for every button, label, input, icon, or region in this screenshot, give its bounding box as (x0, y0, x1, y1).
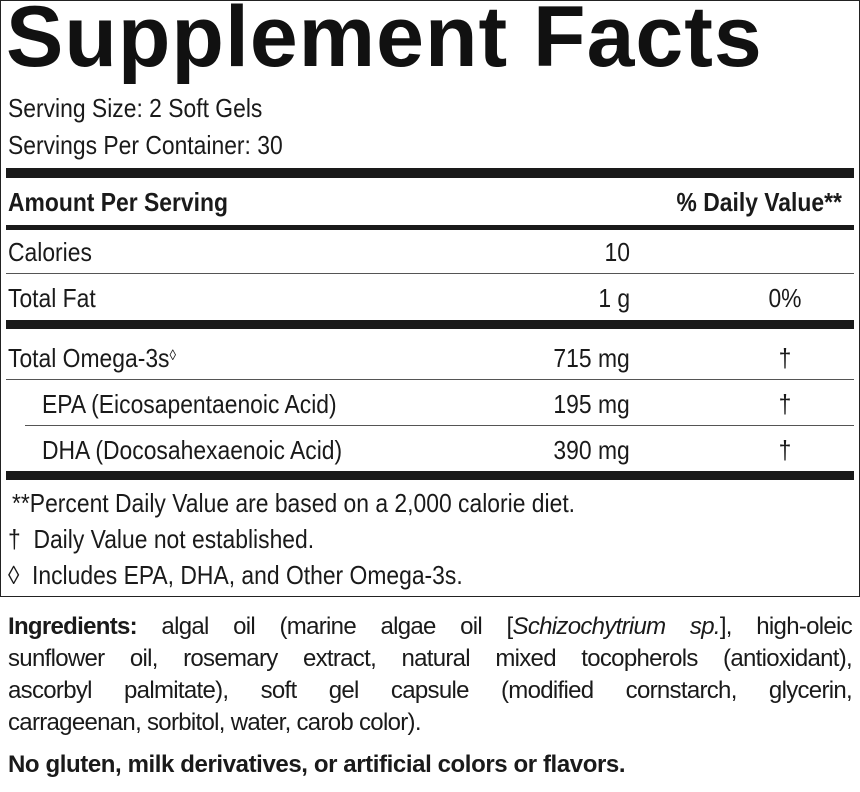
row-omega-amount: 715 mg (553, 343, 630, 373)
row-dha-name: DHA (Docosahexaenoic Acid) (42, 435, 343, 465)
ingredients-label: Ingredients: (8, 613, 138, 640)
amount-per-serving-header: Amount Per Serving (8, 187, 228, 217)
divider-thick (6, 471, 854, 480)
row-total-fat-amount: 1 g (598, 283, 630, 313)
divider-thin (6, 379, 854, 380)
divider-thick (6, 320, 854, 329)
lozenge-mark: ◊ (169, 347, 177, 364)
footnote-lozenge: ◊ Includes EPA, DHA, and Other Omega-3s. (8, 560, 463, 590)
panel-title: Supplement Facts (6, 0, 763, 85)
divider-thin (25, 425, 854, 426)
row-epa-amount: 195 mg (553, 389, 630, 419)
footnote-dagger: † Daily Value not established. (8, 524, 315, 554)
row-dha-amount: 390 mg (553, 435, 630, 465)
allergen-statement: No gluten, milk derivatives, or artifici… (8, 751, 626, 778)
divider-thin (6, 273, 854, 274)
row-omega-name: Total Omega-3s◊ (8, 343, 177, 373)
servings-per-container: Servings Per Container: 30 (8, 130, 283, 160)
row-epa-name: EPA (Eicosapentaenoic Acid) (42, 389, 337, 419)
row-omega-dv: † (778, 343, 792, 373)
divider-thick (6, 168, 854, 178)
row-dha-dv: † (778, 435, 792, 465)
row-total-fat-dv: 0% (768, 283, 802, 313)
divider-medium (6, 225, 854, 230)
ingredients-paragraph: Ingredients: algal oil (marine algae oil… (8, 613, 853, 736)
row-calories-amount: 10 (604, 237, 630, 267)
daily-value-header: % Daily Value** (676, 187, 842, 217)
row-epa-dv: † (778, 389, 792, 419)
serving-size: Serving Size: 2 Soft Gels (8, 93, 263, 123)
footnote-daily-value: **Percent Daily Value are based on a 2,0… (12, 488, 576, 518)
row-total-fat-name: Total Fat (8, 283, 96, 313)
row-calories-name: Calories (8, 237, 92, 267)
